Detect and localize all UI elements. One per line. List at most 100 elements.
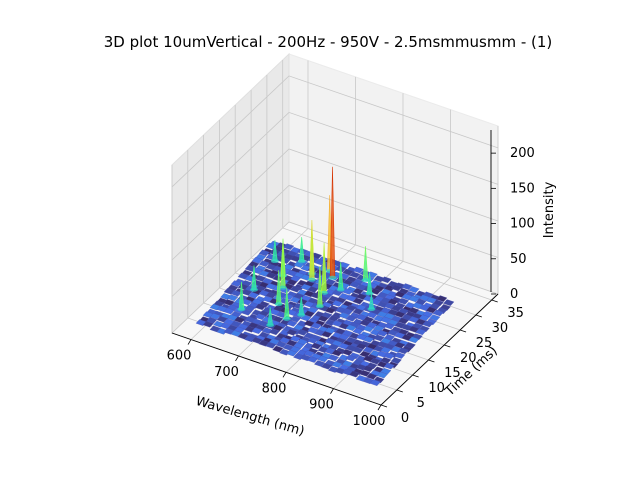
surface-cell — [331, 349, 343, 357]
surface-cell — [237, 332, 249, 340]
surface-cell — [209, 313, 221, 320]
surface-cell — [286, 339, 298, 347]
x-tick-label: 900 — [309, 398, 334, 413]
y-tick-label: 15 — [444, 366, 461, 381]
surface-cell — [251, 337, 263, 344]
surface-cell — [369, 379, 381, 386]
surface-cell — [352, 288, 364, 295]
surface-cell — [303, 310, 315, 318]
z-tick-label: 0 — [510, 287, 518, 302]
y-tick-label: 25 — [476, 336, 493, 351]
surface-cell — [265, 272, 277, 279]
surface-cell — [255, 303, 267, 311]
y-tick-label: 0 — [401, 411, 409, 426]
y-tick — [444, 344, 451, 348]
surface-cell — [303, 350, 315, 357]
z-tick-label: 50 — [510, 252, 527, 267]
surface-cell — [397, 298, 409, 305]
peak-base — [361, 278, 370, 283]
surface-cell — [422, 320, 434, 328]
surface-cell — [310, 342, 322, 350]
z-tick-label: 200 — [510, 146, 535, 161]
surface-cell — [342, 268, 354, 276]
surface-cell — [286, 329, 298, 336]
y-tick — [459, 329, 467, 333]
y-tick — [396, 389, 403, 393]
surface-cell — [352, 327, 364, 335]
surface-cell — [255, 313, 266, 320]
surface-cell — [289, 285, 301, 293]
y-tick-label: 30 — [492, 321, 509, 336]
x-tick — [282, 372, 287, 378]
surface-cell — [307, 337, 319, 344]
surface-cell — [338, 312, 350, 319]
surface-cell — [265, 291, 277, 299]
surface-cell — [328, 343, 340, 351]
surface-cell — [394, 311, 406, 318]
surface-cell — [258, 249, 270, 257]
surface-cell — [324, 307, 336, 314]
surface-cell — [380, 346, 392, 354]
surface-cell — [345, 354, 357, 362]
y-axis-line — [380, 293, 499, 406]
surface-cell — [248, 261, 260, 268]
y-tick — [428, 359, 435, 363]
surface-cell — [408, 286, 420, 293]
surface-cell — [429, 314, 441, 321]
surface-cell — [202, 320, 214, 328]
surface-cell — [216, 315, 228, 323]
surface-cell — [436, 295, 448, 302]
surface-cell — [296, 329, 308, 336]
surface-cell — [349, 281, 361, 288]
peak-base — [274, 302, 283, 307]
peak-base — [297, 312, 306, 317]
surface-cell — [380, 357, 392, 364]
surface-cell — [418, 314, 430, 322]
surface-cell — [251, 327, 263, 334]
surface-cell — [366, 311, 378, 319]
y-tick — [491, 299, 498, 303]
surface-cell — [289, 335, 301, 342]
surface-cell — [394, 341, 406, 349]
surface-cell — [397, 317, 409, 325]
surface-cell — [331, 300, 343, 307]
surface-cell — [230, 320, 242, 328]
y-tick — [380, 404, 388, 408]
surface-cell — [397, 347, 409, 355]
z-gridline — [171, 185, 499, 297]
surface-cell — [227, 294, 239, 302]
surface-cell — [349, 271, 361, 279]
surface-cell — [415, 328, 427, 336]
surface-cell — [408, 336, 420, 344]
surface-cell — [362, 346, 374, 354]
surface-cell — [373, 334, 385, 342]
surface-cell — [331, 320, 343, 327]
surface-cell — [390, 305, 402, 312]
surface-cell — [383, 352, 395, 360]
surface-cell — [352, 346, 364, 354]
surface-cell — [241, 289, 253, 296]
y-tick-label: 35 — [507, 306, 524, 321]
surface-cell — [223, 307, 235, 315]
surface-cell — [341, 360, 353, 367]
surface-cell — [314, 360, 326, 367]
surface-cell — [286, 320, 298, 327]
surface-cell — [321, 331, 333, 338]
z-tick-label: 150 — [510, 181, 535, 196]
peak-base — [237, 307, 246, 312]
peak-base — [278, 285, 287, 290]
x-tick-label: 1000 — [352, 414, 385, 429]
peak-base — [365, 291, 374, 296]
surface-cell — [310, 322, 322, 329]
peak-base — [282, 316, 291, 321]
surface-cell — [283, 243, 295, 250]
y-tick-label: 10 — [428, 381, 445, 396]
surface-cell — [387, 329, 399, 336]
y-tick-label: 5 — [417, 396, 425, 411]
x-axis-label: Wavelength (nm) — [194, 394, 306, 439]
surface-cell — [401, 283, 413, 290]
surface-cell — [342, 308, 354, 315]
surface-cell — [241, 298, 253, 306]
surface-cell — [383, 322, 395, 330]
